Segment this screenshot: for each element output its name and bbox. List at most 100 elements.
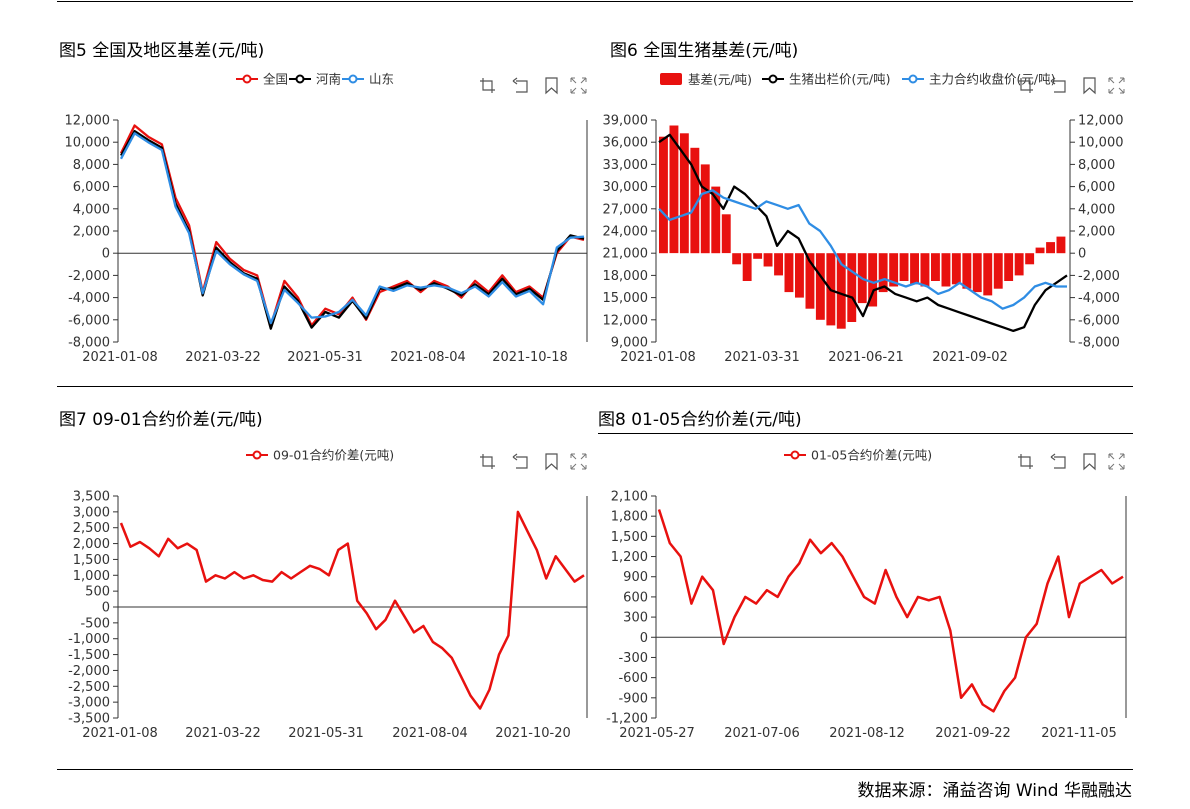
chart6-bar xyxy=(983,253,993,296)
chart5-title: 图5 全国及地区基差(元/吨) xyxy=(59,41,265,61)
chart5-y-tick-label: 6,000 xyxy=(73,180,110,195)
chart5-y-tick-label: -8,000 xyxy=(68,336,110,351)
chart5-y-tick-label: 10,000 xyxy=(65,136,111,151)
chart6-y2-tick-label: -6,000 xyxy=(1078,313,1120,328)
chart7-y-tick-label: -1,500 xyxy=(68,648,110,663)
chart6-series-生猪出栏价(元/吨) xyxy=(658,133,1068,333)
expand-icon[interactable] xyxy=(1108,453,1125,470)
chart8-y-tick-label: 900 xyxy=(623,570,648,585)
chart5-x-tick-label: 2021-01-08 xyxy=(82,350,158,365)
bookmark-icon[interactable] xyxy=(1083,77,1096,95)
chart6-legend-item[interactable]: 主力合约收盘价(元/吨) xyxy=(902,72,1055,87)
chart6-bar xyxy=(1056,236,1066,254)
chart5-legend-item[interactable]: 全国 xyxy=(236,72,288,87)
bottom-rule xyxy=(57,769,1133,770)
chart7-y-tick-label: -500 xyxy=(80,616,110,631)
bookmark-icon[interactable] xyxy=(545,77,558,95)
expand-icon[interactable] xyxy=(1108,77,1125,94)
chart7-y-tick-label: 3,000 xyxy=(73,505,110,520)
bookmark-icon[interactable] xyxy=(545,453,558,471)
chart6-legend-item[interactable]: 生猪出栏价(元/吨) xyxy=(762,72,890,87)
chart6-legend-label: 主力合约收盘价(元/吨) xyxy=(929,72,1055,87)
chart6-y-tick-label: 30,000 xyxy=(603,180,649,195)
chart6-bar xyxy=(742,253,752,281)
chart8-plot: 2,100 1,800 1,500 1,200 900 600 300 0 -300 -600 -9… xyxy=(606,490,1127,741)
chart6-y2-tick-label: -8,000 xyxy=(1078,336,1120,351)
chart7-x-tick-label: 2021-01-08 xyxy=(82,726,158,741)
expand-icon-shape xyxy=(1108,453,1125,470)
chart6-legend-marker xyxy=(768,74,778,84)
expand-icon[interactable] xyxy=(570,453,587,470)
chart5-y-tick-label: -4,000 xyxy=(68,291,110,306)
chart6-y2-tick-label: -2,000 xyxy=(1078,269,1120,284)
chart6-y-tick-label: 27,000 xyxy=(603,202,649,217)
undo-icon[interactable] xyxy=(1050,77,1066,93)
chart6-bar xyxy=(711,186,721,254)
undo-icon[interactable] xyxy=(512,77,528,93)
top-rule xyxy=(57,1,1133,2)
chart7-y-tick-label: 500 xyxy=(85,585,110,600)
chart6-bar xyxy=(732,253,742,265)
chart7-legend-item[interactable]: 09-01合约价差(元吨) xyxy=(246,448,394,463)
chart6-legend-label: 基差(元/吨) xyxy=(688,72,752,87)
chart6-bar xyxy=(847,253,857,322)
chart7-x-tick-label: 2021-08-04 xyxy=(392,726,468,741)
chart5-legend-item[interactable]: 河南 xyxy=(289,72,341,87)
chart6-bar xyxy=(700,164,710,254)
chart6-bar xyxy=(795,253,804,298)
chart6-x-tick-label: 2021-06-21 xyxy=(828,350,904,365)
chart7-y-tick-label: 1,500 xyxy=(73,553,110,568)
chart7-y-tick-label: 1,000 xyxy=(73,569,110,584)
bookmark-icon-shape xyxy=(1083,453,1096,471)
chart6-x-tick-label: 2021-01-08 xyxy=(620,350,696,365)
chart8-y-tick-label: -300 xyxy=(618,651,648,666)
chart6-y-tick-label: 33,000 xyxy=(603,158,649,173)
chart7-y-tick-label: -2,500 xyxy=(68,680,110,695)
chart6-legend-bar xyxy=(660,73,682,85)
middle-rule xyxy=(57,386,1133,387)
undo-icon[interactable] xyxy=(1050,453,1066,469)
chart5-legend-label: 河南 xyxy=(316,72,341,87)
chart8-legend-item[interactable]: 01-05合约价差(元吨) xyxy=(784,448,932,463)
chart5-legend-item[interactable]: 山东 xyxy=(342,72,394,87)
chart6-y2-tick-label: 10,000 xyxy=(1078,136,1124,151)
chart6-legend-item[interactable]: 基差(元/吨) xyxy=(660,72,752,87)
crop-icon[interactable] xyxy=(480,78,495,93)
chart6-bar xyxy=(889,253,899,287)
chart8-toolbox xyxy=(1018,453,1125,471)
chart5-x-tick-label: 2021-08-04 xyxy=(390,350,466,365)
chart5-x-tick-label: 2021-10-18 xyxy=(492,350,568,365)
chart8-y-tick-label: 600 xyxy=(623,590,648,605)
chart6-bar xyxy=(899,253,909,281)
chart6-y-tick-label: 39,000 xyxy=(603,114,649,129)
chart6-bar xyxy=(1014,253,1024,276)
chart8-y-tick-label: 0 xyxy=(640,631,648,646)
undo-icon-shape xyxy=(1050,453,1066,469)
chart6-bar xyxy=(721,214,731,254)
chart6-y-tick-label: 15,000 xyxy=(603,291,649,306)
chart7-title: 图7 09-01合约价差(元/吨) xyxy=(59,410,263,430)
crop-icon[interactable] xyxy=(480,454,495,469)
chart6-legend-label: 生猪出栏价(元/吨) xyxy=(789,72,890,87)
chart7-x-tick-label: 2021-05-31 xyxy=(288,726,364,741)
chart6-y-tick-label: 12,000 xyxy=(603,313,649,328)
chart6-y2-tick-label: 0 xyxy=(1078,247,1086,262)
expand-icon[interactable] xyxy=(570,77,587,94)
bookmark-icon[interactable] xyxy=(1083,453,1096,471)
chart6-y-tick-label: 21,000 xyxy=(603,247,649,262)
chart6-series-主力合约收盘价(元/吨) xyxy=(658,189,1067,310)
crop-icon-shape xyxy=(1018,454,1033,469)
chart6-bar xyxy=(920,253,930,287)
chart8-x-tick-label: 2021-05-27 xyxy=(619,726,695,741)
chart6-bar xyxy=(951,253,961,285)
chart6-toolbox xyxy=(1018,77,1125,95)
chart6-y2-tick-label: 4,000 xyxy=(1078,202,1115,217)
crop-icon[interactable] xyxy=(1018,454,1033,469)
crop-icon-shape xyxy=(480,78,495,93)
chart5-series-山东 xyxy=(119,132,585,325)
undo-icon[interactable] xyxy=(512,453,528,469)
chart7-y-tick-label: 3,500 xyxy=(73,490,110,505)
crop-icon[interactable] xyxy=(1018,78,1033,93)
